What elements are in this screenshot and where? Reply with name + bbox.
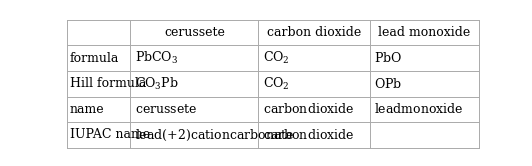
Text: $\mathregular{PbCO_{3}}$: $\mathregular{PbCO_{3}}$ bbox=[135, 50, 179, 66]
Text: $\mathregular{}$: $\mathregular{}$ bbox=[375, 128, 377, 141]
Text: cerussete: cerussete bbox=[164, 26, 225, 39]
Text: IUPAC name: IUPAC name bbox=[70, 128, 150, 141]
Text: $\mathregular{cerussete}$: $\mathregular{cerussete}$ bbox=[135, 103, 198, 116]
Text: $\mathregular{CO_{2}}$: $\mathregular{CO_{2}}$ bbox=[263, 50, 290, 66]
Text: name: name bbox=[70, 103, 104, 116]
Text: lead monoxide: lead monoxide bbox=[378, 26, 470, 39]
Text: $\mathregular{carbon dioxide}$: $\mathregular{carbon dioxide}$ bbox=[263, 128, 354, 142]
Text: $\mathregular{carbon dioxide}$: $\mathregular{carbon dioxide}$ bbox=[263, 102, 354, 116]
Text: $\mathregular{CO_{3}Pb}$: $\mathregular{CO_{3}Pb}$ bbox=[135, 76, 179, 92]
Text: $\mathregular{lead(+2) cation carbonate}$: $\mathregular{lead(+2) cation carbonate}… bbox=[135, 127, 295, 142]
Text: $\mathregular{CO_{2}}$: $\mathregular{CO_{2}}$ bbox=[263, 76, 290, 92]
Text: formula: formula bbox=[70, 52, 119, 65]
Text: $\mathregular{lead monoxide}$: $\mathregular{lead monoxide}$ bbox=[375, 102, 464, 116]
Text: carbon dioxide: carbon dioxide bbox=[267, 26, 361, 39]
Text: $\mathregular{OPb}$: $\mathregular{OPb}$ bbox=[375, 77, 403, 91]
Text: $\mathregular{PbO}$: $\mathregular{PbO}$ bbox=[375, 51, 403, 65]
Text: Hill formula: Hill formula bbox=[70, 77, 146, 90]
